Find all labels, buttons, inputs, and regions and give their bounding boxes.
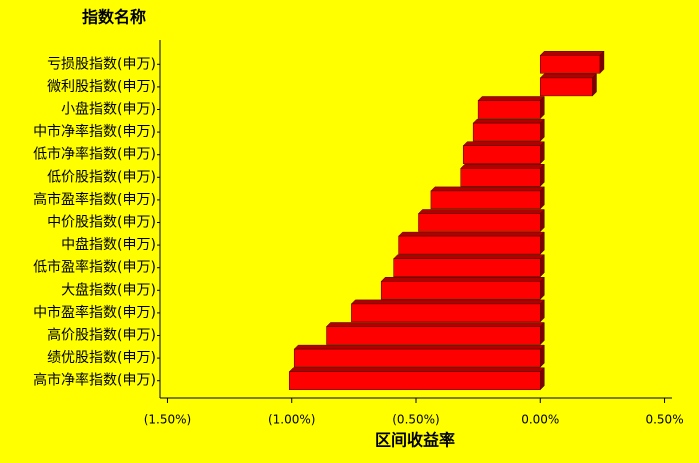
y-tick-label: 低市盈率指数(申万) — [33, 259, 156, 276]
bar-side — [540, 118, 545, 142]
bar-side — [540, 141, 545, 165]
bar-top — [472, 118, 545, 124]
bar — [540, 55, 601, 74]
bar — [293, 348, 541, 368]
y-tick-label: 亏损股指数(申万) — [47, 56, 156, 72]
bar-top — [350, 299, 545, 305]
bar-side — [540, 231, 545, 255]
bar-side — [540, 208, 545, 233]
bar-top — [288, 367, 545, 372]
x-axis-title: 区间收益率 — [375, 431, 455, 450]
bar-side — [540, 276, 545, 300]
y-tick-label: 低价股指数(申万) — [47, 169, 156, 185]
bar-top — [430, 186, 545, 192]
bar — [430, 190, 541, 210]
y-tick-label: 高市盈率指数(申万) — [33, 191, 156, 208]
bar-top — [417, 209, 545, 214]
bar-top — [539, 73, 598, 79]
bar-top — [539, 51, 605, 56]
bar-side — [540, 95, 545, 120]
y-tick-label: 大盘指数(申万) — [61, 281, 156, 298]
x-tick-label: (1.50%) — [144, 413, 191, 427]
bar — [326, 326, 541, 345]
bar-side — [599, 50, 605, 74]
bar-side — [540, 321, 545, 346]
y-tick-label: 低市净率指数(申万) — [33, 146, 156, 163]
bar-top — [325, 322, 545, 327]
bar — [288, 371, 541, 390]
bar — [477, 100, 541, 119]
bar — [398, 235, 541, 255]
bar-top — [477, 96, 545, 101]
bar-top — [397, 231, 545, 237]
bar — [393, 258, 541, 277]
bar-top — [460, 164, 545, 169]
bar — [472, 122, 541, 142]
y-tick-label: 绩优股指数(申万) — [47, 350, 156, 366]
y-axis-title: 指数名称 — [82, 8, 146, 27]
x-tick-label: 0.00% — [521, 413, 559, 427]
bar-side — [540, 344, 545, 368]
bar-side — [592, 73, 597, 97]
bar-top — [380, 277, 545, 282]
bar-top — [393, 254, 545, 259]
y-tick-label: 高价股指数(申万) — [47, 327, 156, 344]
y-tick-label: 中市净率指数(申万) — [33, 123, 156, 140]
bar-side — [540, 367, 545, 391]
y-tick-label: 高市净率指数(申万) — [33, 372, 156, 389]
bar — [380, 281, 541, 300]
bar — [540, 77, 593, 97]
bar — [462, 145, 541, 164]
bar-side — [540, 186, 545, 210]
x-tick-label: (0.50%) — [392, 413, 439, 427]
x-tick-label: (1.00%) — [268, 413, 315, 427]
bar-side — [540, 163, 545, 187]
bar — [351, 303, 541, 323]
bar-top — [462, 141, 545, 146]
y-tick-label: 小盘指数(申万) — [61, 101, 156, 118]
bar-top — [293, 344, 545, 350]
bar-side — [540, 299, 545, 323]
bar — [460, 168, 541, 187]
y-tick-label: 中盘指数(申万) — [61, 236, 156, 253]
y-tick-label: 中市盈率指数(申万) — [33, 304, 156, 321]
y-tick-label: 微利股指数(申万) — [47, 79, 156, 95]
bar-side — [540, 254, 545, 278]
bar — [418, 213, 541, 232]
x-tick-label: 0.50% — [645, 413, 683, 427]
y-tick-label: 中价股指数(申万) — [47, 215, 156, 231]
